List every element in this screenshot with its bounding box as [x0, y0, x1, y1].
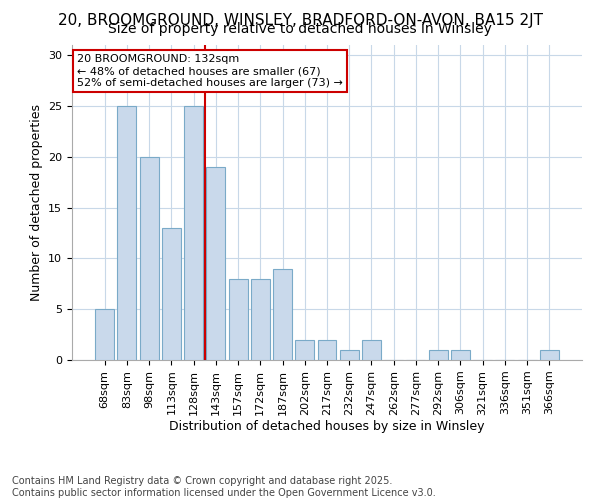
Bar [162, 228, 181, 360]
Bar [140, 157, 158, 360]
Bar [429, 350, 448, 360]
Bar [251, 278, 270, 360]
Bar [184, 106, 203, 360]
Bar [540, 350, 559, 360]
Text: 20 BROOMGROUND: 132sqm
← 48% of detached houses are smaller (67)
52% of semi-det: 20 BROOMGROUND: 132sqm ← 48% of detached… [77, 54, 343, 88]
Bar [206, 167, 225, 360]
Bar [295, 340, 314, 360]
Bar [229, 278, 248, 360]
Y-axis label: Number of detached properties: Number of detached properties [29, 104, 43, 301]
Text: Contains HM Land Registry data © Crown copyright and database right 2025.
Contai: Contains HM Land Registry data © Crown c… [12, 476, 436, 498]
Text: Size of property relative to detached houses in Winsley: Size of property relative to detached ho… [108, 22, 492, 36]
Bar [340, 350, 359, 360]
Bar [362, 340, 381, 360]
Bar [451, 350, 470, 360]
Bar [273, 268, 292, 360]
X-axis label: Distribution of detached houses by size in Winsley: Distribution of detached houses by size … [169, 420, 485, 434]
Bar [118, 106, 136, 360]
Bar [95, 309, 114, 360]
Text: 20, BROOMGROUND, WINSLEY, BRADFORD-ON-AVON, BA15 2JT: 20, BROOMGROUND, WINSLEY, BRADFORD-ON-AV… [58, 12, 542, 28]
Bar [317, 340, 337, 360]
